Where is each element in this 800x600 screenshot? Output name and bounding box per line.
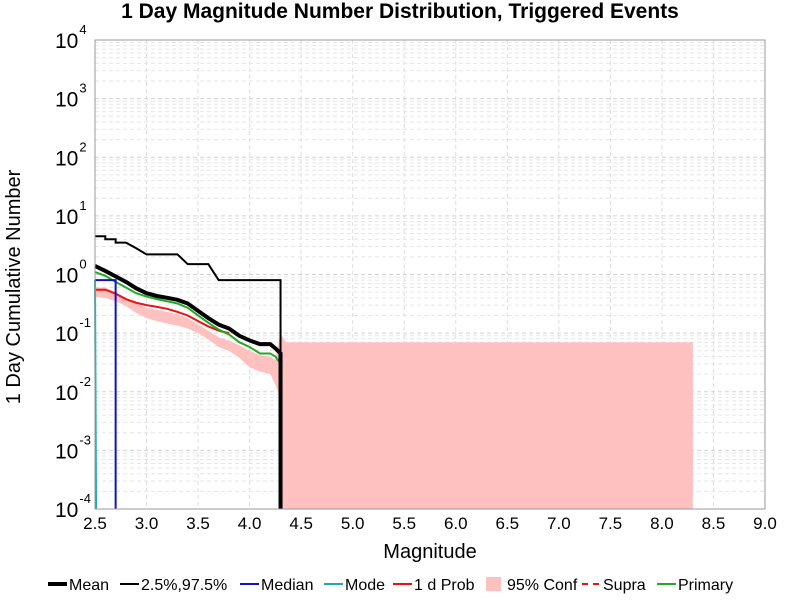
legend-label: 2.5%,97.5% bbox=[141, 577, 227, 594]
legend-item-2-5-97-5: 2.5%,97.5% bbox=[120, 577, 227, 594]
x-tick-label: 7.5 bbox=[599, 514, 623, 533]
y-tick-label: 10-3 bbox=[55, 432, 91, 463]
x-ticks: 2.5 3.0 3.5 4.0 4.5 5.0 5.5 6.0 6.5 7.0 7.5 8.0 8.5 9… bbox=[83, 514, 777, 533]
legend-label: 1 d Prob bbox=[414, 577, 475, 594]
x-tick-label: 4.0 bbox=[238, 514, 262, 533]
legend-item-supra: Supra bbox=[582, 577, 646, 594]
plot-frame bbox=[94, 39, 766, 510]
series-mean-line bbox=[94, 264, 283, 509]
legend-label: Primary bbox=[678, 577, 733, 594]
legend-item-95-conf: 95% Conf bbox=[486, 577, 578, 594]
legend: Mean 2.5%,97.5% Median Mode 1 d Prob 95% Conf… bbox=[48, 577, 733, 594]
plot-series bbox=[94, 235, 693, 510]
chart-title: 1 Day Magnitude Number Distribution, Tri… bbox=[121, 0, 679, 23]
series-2-5-97-5-line bbox=[95, 235, 282, 509]
y-tick-label: 10-2 bbox=[55, 374, 91, 405]
y-tick-label: 100 bbox=[55, 257, 87, 288]
legend-item-1-d-prob: 1 d Prob bbox=[393, 577, 475, 594]
series-1-d-prob-line bbox=[95, 288, 230, 335]
x-tick-label: 7.0 bbox=[547, 514, 571, 533]
x-tick-label: 4.5 bbox=[289, 514, 313, 533]
legend-item-mean: Mean bbox=[48, 577, 109, 594]
series-median-line bbox=[95, 279, 117, 509]
x-tick-label: 5.5 bbox=[392, 514, 416, 533]
x-tick-label: 9.0 bbox=[753, 514, 777, 533]
x-axis-label: Magnitude bbox=[383, 541, 476, 563]
x-tick-label: 3.5 bbox=[186, 514, 210, 533]
y-axis-label: 1 Day Cumulative Number bbox=[3, 169, 25, 404]
y-tick-label: 10-4 bbox=[55, 491, 91, 522]
legend-item-median: Median bbox=[240, 577, 313, 594]
x-tick-label: 6.0 bbox=[444, 514, 468, 533]
legend-label: Mean bbox=[69, 577, 109, 594]
legend-label: 95% Conf bbox=[507, 577, 578, 594]
y-tick-label: 10-1 bbox=[55, 315, 91, 346]
x-tick-label: 8.5 bbox=[702, 514, 726, 533]
legend-label: Median bbox=[261, 577, 313, 594]
y-tick-label: 102 bbox=[55, 139, 87, 170]
x-tick-label: 2.5 bbox=[83, 514, 107, 533]
y-tick-label: 103 bbox=[55, 81, 87, 112]
y-tick-label: 101 bbox=[55, 198, 87, 229]
legend-swatch bbox=[486, 577, 501, 591]
legend-label: Mode bbox=[345, 577, 385, 594]
y-ticks: 10-4 10-3 10-2 10-1 100 101 102 103 104 bbox=[55, 22, 91, 522]
x-tick-label: 8.0 bbox=[650, 514, 674, 533]
series-95-conf-band bbox=[95, 287, 693, 509]
legend-item-mode: Mode bbox=[324, 577, 385, 594]
x-tick-label: 3.0 bbox=[135, 514, 159, 533]
series-primary-line bbox=[94, 271, 282, 365]
x-tick-label: 5.0 bbox=[341, 514, 365, 533]
y-tick-label: 104 bbox=[55, 22, 87, 53]
x-tick-label: 6.5 bbox=[495, 514, 519, 533]
legend-item-primary: Primary bbox=[657, 577, 733, 594]
legend-label: Supra bbox=[603, 577, 646, 594]
